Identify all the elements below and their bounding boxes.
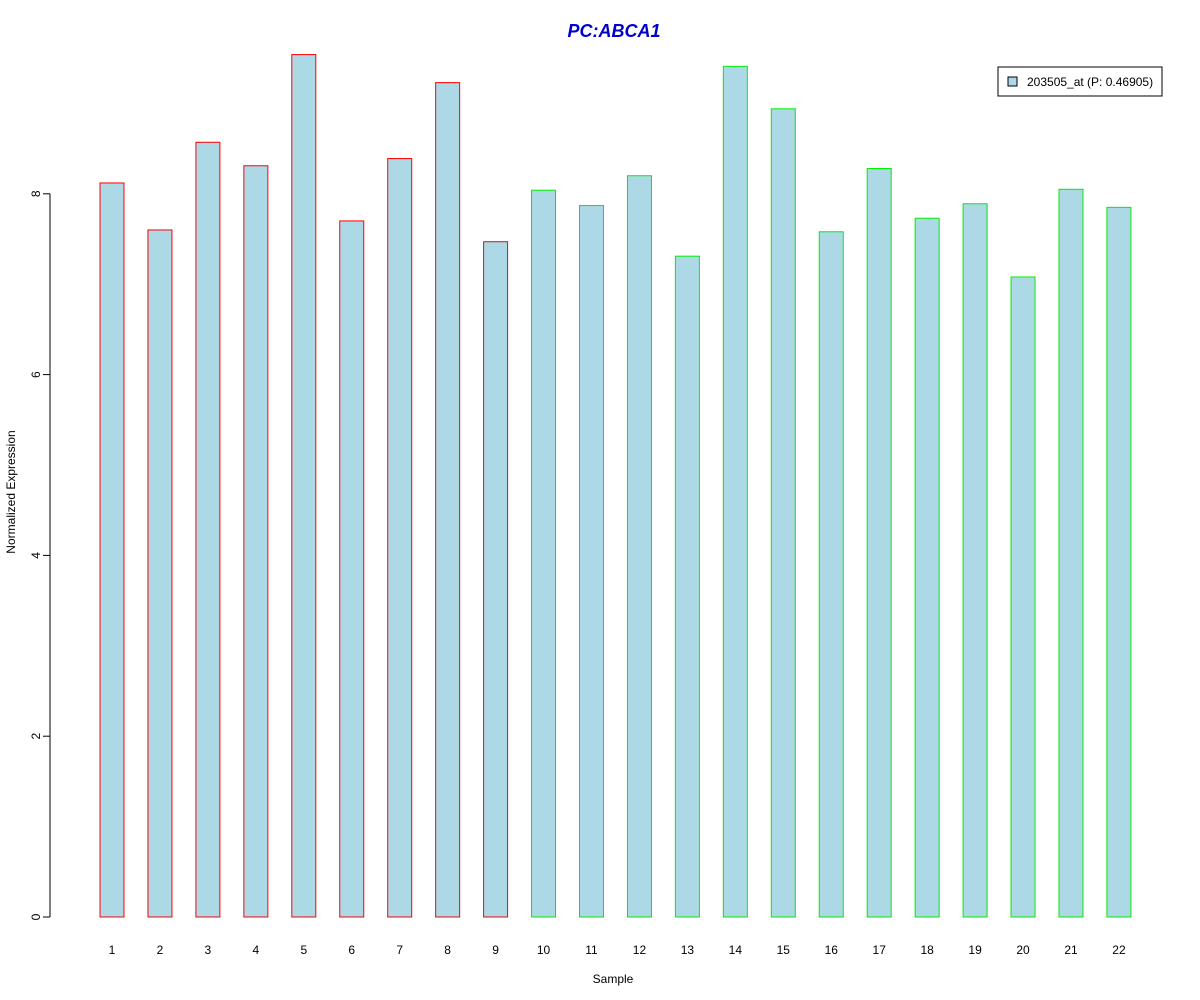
bar [674, 255, 700, 918]
bar [1010, 276, 1036, 918]
legend-label: 203505_at (P: 0.46905) [1027, 75, 1153, 89]
bar [387, 158, 413, 918]
bar [1058, 188, 1084, 918]
bar [435, 82, 461, 918]
bar [962, 203, 988, 918]
y-axis: 0 2 4 6 8 [29, 190, 51, 920]
x-tick-label: 17 [873, 943, 887, 957]
legend-swatch [1007, 76, 1018, 87]
x-tick-label: 15 [777, 943, 791, 957]
y-tick-label: 4 [29, 552, 43, 559]
x-tick-label: 3 [205, 943, 212, 957]
bar [483, 241, 509, 918]
bar [722, 65, 748, 918]
bar [914, 217, 940, 918]
x-tick-label: 12 [633, 943, 647, 957]
bar [818, 231, 844, 918]
bar [1106, 206, 1132, 918]
x-tick-label: 2 [157, 943, 164, 957]
bar [99, 182, 125, 918]
bar [626, 175, 652, 918]
y-tick-label: 0 [29, 913, 43, 920]
bars [99, 54, 1132, 918]
x-axis: 1 2 3 4 5 6 7 8 9 10 11 12 13 14 15 16 17 18 19 20 21 22 [109, 943, 1126, 957]
bar [291, 54, 317, 918]
x-tick-label: 16 [825, 943, 839, 957]
bar [147, 229, 173, 918]
bar [579, 205, 604, 918]
x-tick-label: 1 [109, 943, 116, 957]
x-tick-label: 5 [300, 943, 307, 957]
legend-box [997, 66, 1163, 97]
y-tick-label: 2 [29, 733, 43, 740]
x-tick-label: 6 [348, 943, 355, 957]
x-tick-label: 11 [585, 943, 598, 957]
bar [195, 141, 221, 918]
chart-title: PC:ABCA1 [567, 21, 660, 41]
bar [531, 189, 557, 918]
y-tick-label: 6 [29, 371, 43, 378]
x-tick-label: 9 [492, 943, 499, 957]
x-tick-label: 10 [537, 943, 551, 957]
y-axis-title: Normalized Expression [4, 430, 18, 553]
x-axis-title: Sample [593, 972, 634, 986]
bar [770, 108, 796, 918]
legend: 203505_at (P: 0.46905) [997, 66, 1163, 97]
x-tick-label: 21 [1064, 943, 1078, 957]
x-tick-label: 13 [681, 943, 695, 957]
x-tick-label: 7 [396, 943, 403, 957]
x-tick-label: 22 [1112, 943, 1126, 957]
x-tick-label: 4 [253, 943, 260, 957]
x-tick-label: 8 [444, 943, 451, 957]
x-tick-label: 20 [1016, 943, 1030, 957]
x-tick-label: 18 [920, 943, 934, 957]
bar [866, 167, 892, 918]
x-tick-label: 14 [729, 943, 743, 957]
y-tick-label: 8 [29, 190, 43, 197]
bar [243, 165, 269, 918]
bar [339, 220, 365, 918]
x-tick-label: 19 [968, 943, 982, 957]
